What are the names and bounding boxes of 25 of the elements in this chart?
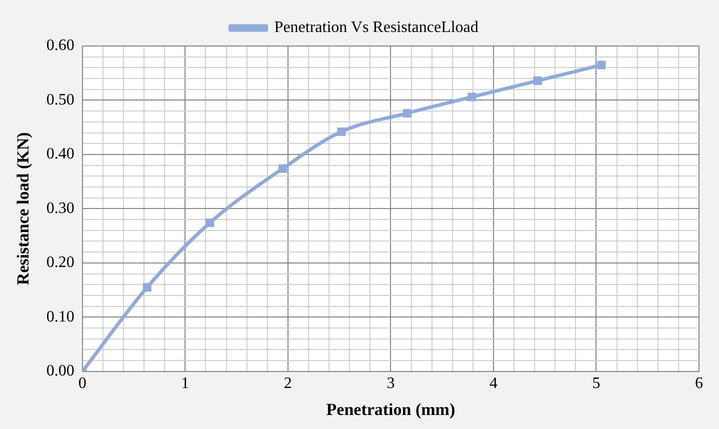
x-tick-label: 1 — [181, 375, 190, 392]
x-tick-label: 6 — [695, 375, 703, 392]
x-axis-title: Penetration (mm) — [326, 400, 456, 420]
y-tick-label: 0.60 — [46, 37, 74, 54]
point — [468, 92, 476, 102]
point — [337, 127, 346, 136]
y-tick-label: 0.00 — [46, 362, 74, 380]
x-tick-label: 0 — [78, 375, 86, 392]
legend-label: Penetration Vs ResistanceLload — [274, 19, 478, 36]
y-tick-label: 0.30 — [46, 200, 74, 217]
x-tick-label: 5 — [592, 375, 600, 392]
x-tick-label: 2 — [284, 375, 292, 392]
y-tick-label: 0.50 — [46, 91, 74, 108]
point — [142, 283, 152, 292]
point — [533, 76, 542, 85]
y-tick-label: 0.40 — [46, 146, 74, 163]
point — [278, 164, 288, 173]
y-axis-title: Resistance load (KN) — [14, 132, 33, 286]
y-tick-label: 0.20 — [46, 254, 74, 272]
point — [597, 60, 606, 70]
y-tick-label: 0.10 — [46, 308, 74, 326]
x-tick-label: 4 — [489, 375, 498, 392]
x-tick-label: 3 — [386, 375, 395, 392]
point — [402, 109, 412, 118]
point — [206, 218, 214, 228]
